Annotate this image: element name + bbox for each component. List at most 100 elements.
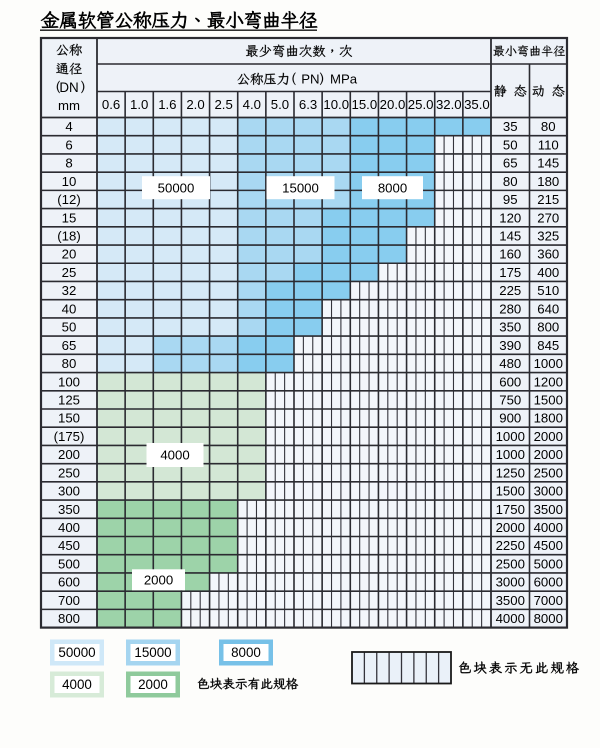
- svg-text:15000: 15000: [282, 180, 319, 195]
- svg-text:5000: 5000: [534, 556, 563, 571]
- svg-text:1.0: 1.0: [130, 97, 148, 112]
- svg-text:2000: 2000: [496, 520, 525, 535]
- svg-text:3500: 3500: [534, 502, 563, 517]
- svg-text:400: 400: [537, 265, 559, 280]
- svg-text:280: 280: [499, 301, 521, 316]
- svg-text:7000: 7000: [534, 593, 563, 608]
- svg-text:40: 40: [62, 301, 77, 316]
- svg-text:450: 450: [58, 538, 80, 553]
- svg-text:50: 50: [503, 137, 518, 152]
- svg-text:1000: 1000: [534, 356, 563, 371]
- svg-text:8: 8: [65, 156, 72, 171]
- svg-text:180: 180: [537, 174, 559, 189]
- svg-text:2000: 2000: [534, 429, 563, 444]
- svg-text:2500: 2500: [534, 465, 563, 480]
- svg-text:6: 6: [65, 137, 72, 152]
- svg-text:800: 800: [58, 611, 80, 626]
- svg-text:(18): (18): [57, 229, 80, 244]
- svg-text:8000: 8000: [378, 180, 407, 195]
- svg-text:4500: 4500: [534, 538, 563, 553]
- svg-text:4000: 4000: [534, 520, 563, 535]
- svg-text:4: 4: [65, 119, 72, 134]
- svg-text:80: 80: [62, 356, 77, 371]
- svg-text:325: 325: [537, 229, 559, 244]
- svg-text:(12): (12): [57, 192, 80, 207]
- svg-text:150: 150: [58, 411, 80, 426]
- svg-text:480: 480: [499, 356, 521, 371]
- svg-text:250: 250: [58, 465, 80, 480]
- svg-text:3000: 3000: [534, 484, 563, 499]
- svg-text:65: 65: [62, 338, 77, 353]
- svg-text:1500: 1500: [496, 484, 525, 499]
- svg-text:50: 50: [62, 320, 77, 335]
- svg-text:145: 145: [537, 156, 559, 171]
- svg-text:1200: 1200: [534, 374, 563, 389]
- svg-text:0.6: 0.6: [102, 97, 120, 112]
- svg-text:32: 32: [62, 283, 77, 298]
- svg-text:350: 350: [58, 502, 80, 517]
- svg-text:100: 100: [58, 374, 80, 389]
- svg-text:MPa: MPa: [330, 72, 358, 87]
- svg-text:4000: 4000: [496, 611, 525, 626]
- svg-text:2000: 2000: [138, 677, 168, 692]
- svg-text:80: 80: [541, 119, 556, 134]
- svg-text:2500: 2500: [496, 556, 525, 571]
- svg-text:8000: 8000: [231, 645, 261, 660]
- svg-text:2.5: 2.5: [214, 97, 232, 112]
- svg-text:845: 845: [537, 338, 559, 353]
- svg-text:1800: 1800: [534, 411, 563, 426]
- svg-text:215: 215: [537, 192, 559, 207]
- svg-text:6000: 6000: [534, 575, 563, 590]
- svg-text:225: 225: [499, 283, 521, 298]
- svg-text:600: 600: [58, 575, 80, 590]
- svg-text:20.0: 20.0: [380, 97, 406, 112]
- svg-text:390: 390: [499, 338, 521, 353]
- svg-text:15.0: 15.0: [352, 97, 378, 112]
- svg-text:2250: 2250: [496, 538, 525, 553]
- svg-text:mm: mm: [58, 98, 80, 113]
- svg-text:6.3: 6.3: [299, 97, 317, 112]
- svg-text:750: 750: [499, 392, 521, 407]
- svg-text:25.0: 25.0: [408, 97, 434, 112]
- svg-text:5.0: 5.0: [271, 97, 289, 112]
- svg-text:65: 65: [503, 156, 518, 171]
- svg-text:(175): (175): [54, 429, 85, 444]
- svg-text:400: 400: [58, 520, 80, 535]
- svg-text:2000: 2000: [144, 572, 173, 587]
- svg-text:4000: 4000: [160, 448, 189, 463]
- svg-text:PN: PN: [301, 72, 319, 87]
- svg-text:15: 15: [62, 210, 77, 225]
- svg-text:32.0: 32.0: [436, 97, 462, 112]
- svg-text:80: 80: [503, 174, 518, 189]
- svg-text:125: 125: [58, 392, 80, 407]
- svg-text:DN: DN: [59, 80, 78, 95]
- svg-text:110: 110: [538, 137, 559, 152]
- svg-text:300: 300: [58, 484, 80, 499]
- svg-text:4.0: 4.0: [243, 97, 261, 112]
- svg-text:1000: 1000: [496, 447, 525, 462]
- svg-text:4000: 4000: [62, 677, 92, 692]
- svg-text:3000: 3000: [496, 575, 525, 590]
- svg-text:10.0: 10.0: [323, 97, 349, 112]
- svg-text:50000: 50000: [58, 645, 95, 660]
- svg-text:500: 500: [58, 556, 80, 571]
- svg-text:35.0: 35.0: [464, 97, 490, 112]
- svg-text:35: 35: [503, 119, 518, 134]
- svg-text:25: 25: [62, 265, 77, 280]
- svg-text:1.6: 1.6: [158, 97, 176, 112]
- svg-text:8000: 8000: [534, 611, 563, 626]
- svg-text:3500: 3500: [496, 593, 525, 608]
- svg-text:120: 120: [499, 210, 521, 225]
- svg-text:20: 20: [62, 247, 77, 262]
- svg-text:50000: 50000: [158, 180, 195, 195]
- svg-text:1000: 1000: [496, 429, 525, 444]
- svg-text:10: 10: [62, 174, 77, 189]
- svg-text:510: 510: [537, 283, 559, 298]
- svg-text:640: 640: [537, 301, 559, 316]
- svg-text:600: 600: [499, 374, 521, 389]
- svg-text:95: 95: [503, 192, 518, 207]
- svg-text:200: 200: [58, 447, 80, 462]
- svg-text:2000: 2000: [534, 447, 563, 462]
- svg-text:15000: 15000: [134, 645, 171, 660]
- svg-text:270: 270: [537, 210, 559, 225]
